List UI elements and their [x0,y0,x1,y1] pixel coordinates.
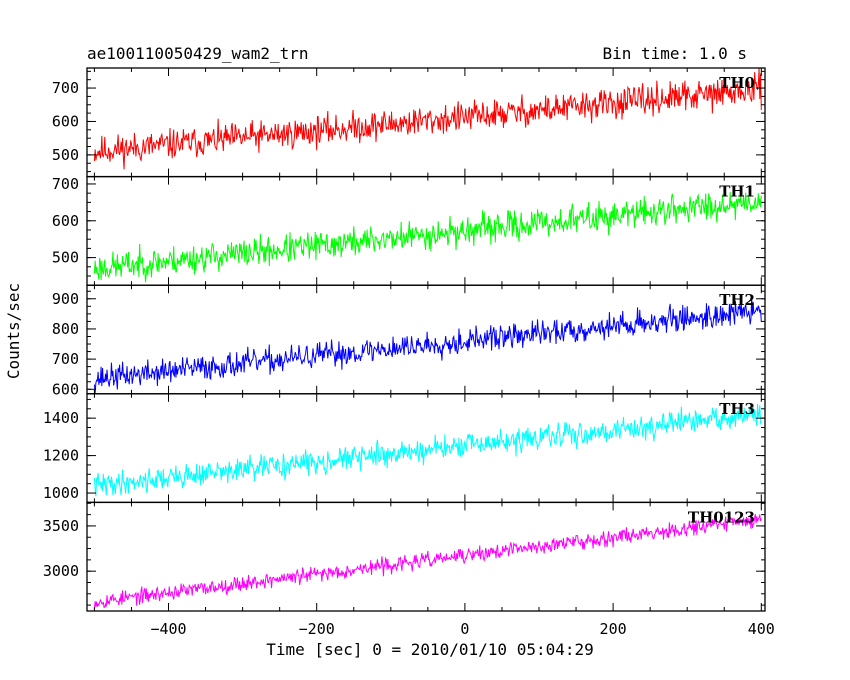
series-th2 [93,297,762,394]
y-tick-label: 500 [52,146,79,164]
x-tick-label: −200 [299,620,335,638]
y-tick-label: 700 [52,350,79,368]
y-tick-label: 600 [52,212,79,230]
panel-th1: 500 600 700 TH1 [52,175,766,286]
panel-th0123: 3000 3500 TH0123 [43,501,766,612]
y-tick-label: 700 [52,175,79,193]
panel-name-label: TH0123 [688,508,755,526]
chart-title: ae100110050429_wam2_trn [87,44,309,63]
panel-name-label: TH3 [719,400,755,418]
panel-name-label: TH2 [719,291,755,309]
series-th0123 [93,513,762,610]
series-th1 [93,191,762,283]
x-tick-label: 200 [600,620,627,638]
y-tick-label: 500 [52,249,79,267]
panel-frame [86,501,766,612]
y-tick-label: 3500 [43,517,79,535]
series-th3 [93,403,762,497]
series-th0 [93,68,762,170]
panel-th0: 500 600 700 TH0 [52,67,766,178]
y-tick-label: 3000 [43,562,79,580]
panel-th3: 1000 1200 1400 TH3 [43,393,766,504]
y-tick-label: 1400 [43,409,79,427]
panel-frame [86,284,766,395]
x-tick-label: −400 [150,620,186,638]
x-axis-label: Time [sec] 0 = 2010/01/10 05:04:29 [266,640,594,659]
y-tick-label: 900 [52,290,79,308]
panel-name-label: TH1 [719,183,755,201]
y-tick-label: 800 [52,320,79,338]
y-tick-label: 700 [52,79,79,97]
y-tick-label: 600 [52,112,79,130]
panel-name-label: TH0 [719,74,755,92]
y-tick-label: 1000 [43,484,79,502]
x-tick-label: 0 [460,620,469,638]
panels-group: 500 600 700 TH0 500 600 700 TH1 600 700 800 900 TH2 1… [43,67,775,638]
bin-time-label: Bin time: 1.0 s [603,44,748,63]
x-tick-label: 400 [748,620,775,638]
y-tick-label: 1200 [43,447,79,465]
y-tick-label: 600 [52,380,79,398]
panel-th2: 600 700 800 900 TH2 [52,284,766,398]
y-axis-label: Counts/sec [4,283,23,379]
